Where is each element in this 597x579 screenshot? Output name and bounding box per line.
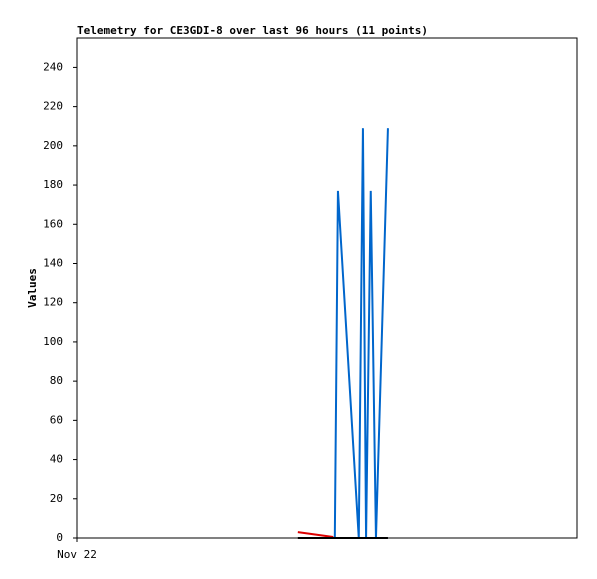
y-tick-label: 180 bbox=[43, 178, 63, 191]
chart-title: Telemetry for CE3GDI-8 over last 96 hour… bbox=[77, 24, 428, 37]
y-tick-label: 0 bbox=[56, 531, 63, 544]
y-tick-label: 200 bbox=[43, 139, 63, 152]
y-tick-label: 140 bbox=[43, 256, 63, 269]
y-tick-label: 20 bbox=[50, 492, 63, 505]
plot-frame bbox=[76, 37, 578, 539]
y-axis-label: Values bbox=[26, 268, 39, 308]
series-line bbox=[297, 531, 334, 539]
x-tick-label: Nov 22 bbox=[57, 548, 97, 561]
y-tick-label: 80 bbox=[50, 374, 63, 387]
y-tick-label: 100 bbox=[43, 335, 63, 348]
y-tick-label: 40 bbox=[50, 453, 63, 466]
series-line bbox=[333, 128, 389, 539]
y-tick-label: 240 bbox=[43, 60, 63, 73]
y-tick-label: 160 bbox=[43, 217, 63, 230]
y-tick-label: 220 bbox=[43, 100, 63, 113]
y-tick-label: 120 bbox=[43, 296, 63, 309]
y-tick-label: 60 bbox=[50, 413, 63, 426]
